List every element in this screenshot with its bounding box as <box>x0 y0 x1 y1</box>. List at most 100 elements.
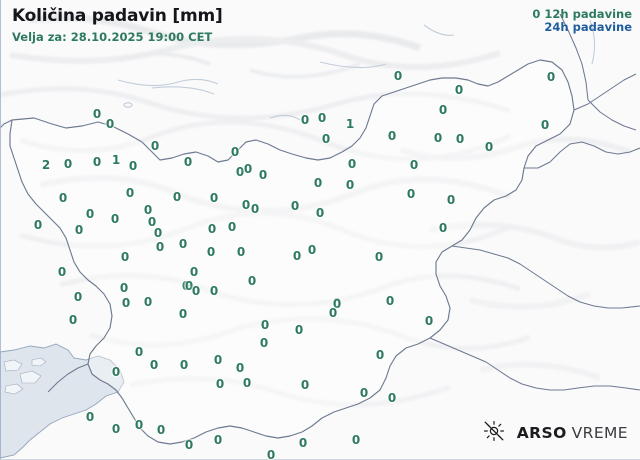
station-value[interactable]: 0 <box>134 345 144 359</box>
station-value[interactable]: 0 <box>153 226 163 240</box>
station-value[interactable]: 0 <box>446 193 456 207</box>
station-value[interactable]: 0 <box>207 222 217 236</box>
station-value[interactable]: 0 <box>406 187 416 201</box>
station-value[interactable]: 0 <box>307 243 317 257</box>
station-value[interactable]: 0 <box>292 249 302 263</box>
station-value[interactable]: 0 <box>181 279 191 293</box>
station-value[interactable]: 0 <box>235 165 245 179</box>
station-value[interactable]: 0 <box>438 103 448 117</box>
station-value[interactable]: 0 <box>294 323 304 337</box>
station-value[interactable]: 0 <box>58 191 68 205</box>
station-value[interactable]: 0 <box>111 365 121 379</box>
station-value[interactable]: 0 <box>290 199 300 213</box>
station-value[interactable]: 0 <box>85 410 95 424</box>
station-value[interactable]: 0 <box>156 423 166 437</box>
station-value[interactable]: 0 <box>345 178 355 192</box>
station-value[interactable]: 0 <box>540 118 550 132</box>
station-value[interactable]: 0 <box>321 132 331 146</box>
station-value[interactable]: 0 <box>241 198 251 212</box>
station-value[interactable]: 0 <box>433 131 443 145</box>
station-value[interactable]: 0 <box>147 215 157 229</box>
station-value[interactable]: 0 <box>121 296 131 310</box>
station-value[interactable]: 0 <box>313 176 323 190</box>
station-value[interactable]: 0 <box>85 207 95 221</box>
station-value[interactable]: 0 <box>128 159 138 173</box>
station-value[interactable]: 0 <box>178 237 188 251</box>
station-value[interactable]: 0 <box>143 203 153 217</box>
station-value[interactable]: 0 <box>191 284 201 298</box>
station-value[interactable]: 0 <box>242 376 252 390</box>
station-value[interactable]: 0 <box>134 418 144 432</box>
station-value[interactable]: 0 <box>184 279 194 293</box>
station-value[interactable]: 0 <box>332 296 342 310</box>
station-value[interactable]: 0 <box>375 348 385 362</box>
station-value[interactable]: 0 <box>149 358 159 372</box>
station-value[interactable]: 0 <box>409 158 419 172</box>
station-value[interactable]: 0 <box>111 422 121 436</box>
station-value[interactable]: 0 <box>351 433 361 447</box>
station-value[interactable]: 0 <box>258 168 268 182</box>
station-value[interactable]: 0 <box>74 223 84 237</box>
station-value[interactable]: 0 <box>57 265 67 279</box>
station-value[interactable]: 0 <box>143 295 153 309</box>
station-value[interactable]: 0 <box>243 162 253 176</box>
station-value[interactable]: 0 <box>259 336 269 350</box>
station-value[interactable]: 0 <box>424 314 434 328</box>
station-value[interactable]: 0 <box>317 111 327 125</box>
station-value[interactable]: 0 <box>236 245 246 259</box>
station-value[interactable]: 0 <box>209 191 219 205</box>
station-value[interactable]: 0 <box>385 294 395 308</box>
station-value[interactable]: 0 <box>227 220 237 234</box>
station-value[interactable]: 0 <box>155 240 165 254</box>
station-value[interactable]: 0 <box>374 250 384 264</box>
station-value[interactable]: 0 <box>172 190 182 204</box>
station-value[interactable]: 0 <box>150 139 160 153</box>
station-value[interactable]: 0 <box>393 69 403 83</box>
station-value[interactable]: 0 <box>484 140 494 154</box>
station-value[interactable]: 1 <box>111 153 121 167</box>
station-value[interactable]: 0 <box>92 155 102 169</box>
station-value[interactable]: 0 <box>387 129 397 143</box>
station-value[interactable]: 0 <box>213 433 223 447</box>
station-value[interactable]: 0 <box>206 245 216 259</box>
station-value[interactable]: 0 <box>230 145 240 159</box>
station-value[interactable]: 0 <box>454 83 464 97</box>
station-value[interactable]: 0 <box>209 284 219 298</box>
station-value[interactable]: 0 <box>105 117 115 131</box>
station-value[interactable]: 0 <box>179 358 189 372</box>
station-value[interactable]: 0 <box>235 361 245 375</box>
station-value[interactable]: 0 <box>189 265 199 279</box>
station-value[interactable]: 0 <box>328 306 338 320</box>
station-value[interactable]: 0 <box>125 186 135 200</box>
station-value[interactable]: 0 <box>455 132 465 146</box>
station-value[interactable]: 0 <box>184 438 194 452</box>
station-value[interactable]: 0 <box>33 218 43 232</box>
station-value[interactable]: 0 <box>183 155 193 169</box>
station-value[interactable]: 0 <box>250 202 260 216</box>
station-value[interactable]: 0 <box>266 448 276 460</box>
station-value[interactable]: 0 <box>359 386 369 400</box>
station-value[interactable]: 0 <box>300 378 310 392</box>
station-value[interactable]: 0 <box>438 221 448 235</box>
station-value[interactable]: 0 <box>73 290 83 304</box>
station-value[interactable]: 0 <box>63 157 73 171</box>
station-value[interactable]: 1 <box>345 117 355 131</box>
station-value[interactable]: 0 <box>300 113 310 127</box>
station-value[interactable]: 0 <box>347 157 357 171</box>
station-value[interactable]: 0 <box>213 353 223 367</box>
station-value[interactable]: 0 <box>119 281 129 295</box>
station-value[interactable]: 0 <box>68 313 78 327</box>
station-value[interactable]: 0 <box>260 318 270 332</box>
station-value[interactable]: 0 <box>546 70 556 84</box>
station-value[interactable]: 0 <box>387 391 397 405</box>
station-value[interactable]: 0 <box>92 107 102 121</box>
station-value[interactable]: 0 <box>298 436 308 450</box>
station-value[interactable]: 0 <box>215 377 225 391</box>
station-value[interactable]: 0 <box>178 307 188 321</box>
station-value[interactable]: 2 <box>41 158 51 172</box>
station-value[interactable]: 0 <box>315 206 325 220</box>
station-value[interactable]: 0 <box>120 250 130 264</box>
slovenia-border[interactable] <box>9 59 575 445</box>
station-value[interactable]: 0 <box>110 212 120 226</box>
